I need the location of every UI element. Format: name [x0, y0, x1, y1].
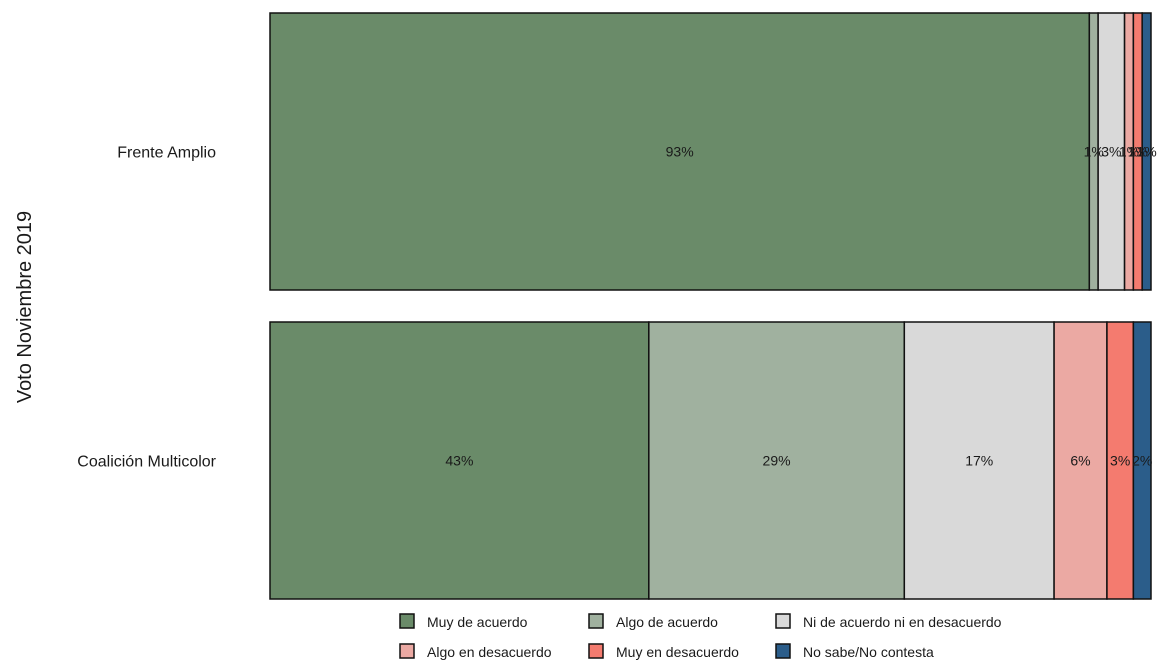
legend-label-muy-de-acuerdo: Muy de acuerdo — [427, 614, 528, 630]
legend-key-muy-en-desacuerdo — [589, 644, 603, 658]
value-label-coalicion-multicolor-algo-de-acuerdo: 29% — [763, 453, 791, 469]
y-axis-title: Voto Noviembre 2019 — [14, 211, 36, 403]
category-label-coalicion-multicolor: Coalición Multicolor — [77, 454, 216, 471]
category-label-frente-amplio: Frente Amplio — [117, 145, 216, 162]
value-label-frente-amplio-no-sabe-no-contesta: 1% — [1136, 144, 1156, 160]
legend-key-muy-de-acuerdo — [400, 614, 414, 628]
legend: Muy de acuerdo Algo de acuerdo Ni de acuer… — [400, 614, 1002, 660]
value-label-coalicion-multicolor-muy-en-desacuerdo: 3% — [1110, 453, 1130, 469]
legend-label-muy-en-desacuerdo: Muy en desacuerdo — [616, 644, 739, 660]
legend-label-algo-de-acuerdo: Algo de acuerdo — [616, 614, 718, 630]
legend-label-algo-en-desacuerdo: Algo en desacuerdo — [427, 644, 552, 660]
value-label-coalicion-multicolor-ni-de-acuerdo-ni-en-desacuerdo: 17% — [965, 453, 993, 469]
legend-key-ni-de-acuerdo-ni-en-desacuerdo — [776, 614, 790, 628]
value-label-coalicion-multicolor-muy-de-acuerdo: 43% — [445, 453, 473, 469]
value-label-frente-amplio-muy-de-acuerdo: 93% — [666, 144, 694, 160]
legend-key-no-sabe-no-contesta — [776, 644, 790, 658]
legend-label-ni-de-acuerdo-ni-en-desacuerdo: Ni de acuerdo ni en desacuerdo — [803, 614, 1002, 630]
legend-label-no-sabe-no-contesta: No sabe/No contesta — [803, 644, 934, 660]
legend-key-algo-en-desacuerdo — [400, 644, 414, 658]
legend-key-algo-de-acuerdo — [589, 614, 603, 628]
value-label-coalicion-multicolor-algo-en-desacuerdo: 6% — [1070, 453, 1090, 469]
bars — [270, 13, 1151, 599]
category-labels: Frente Amplio Coalición Multicolor — [77, 145, 216, 471]
value-label-coalicion-multicolor-no-sabe-no-contesta: 2% — [1132, 453, 1152, 469]
